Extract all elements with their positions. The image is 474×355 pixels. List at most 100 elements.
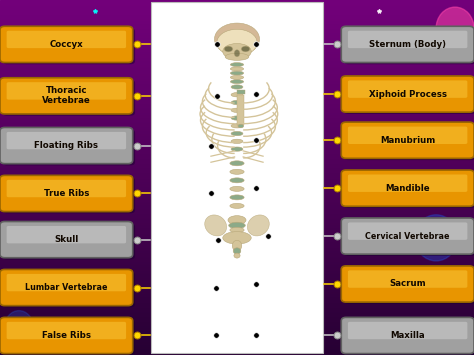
FancyBboxPatch shape bbox=[348, 31, 467, 48]
Bar bbox=[0, 316, 474, 318]
FancyBboxPatch shape bbox=[348, 322, 467, 339]
Ellipse shape bbox=[14, 222, 43, 254]
Bar bbox=[0, 46, 474, 48]
Ellipse shape bbox=[230, 203, 244, 208]
Bar bbox=[0, 186, 474, 188]
Text: Mandible: Mandible bbox=[385, 184, 430, 193]
Bar bbox=[0, 44, 474, 46]
Ellipse shape bbox=[231, 139, 243, 143]
Bar bbox=[0, 339, 474, 341]
Bar bbox=[0, 138, 474, 140]
Ellipse shape bbox=[230, 178, 244, 183]
Bar bbox=[0, 108, 474, 110]
Bar bbox=[0, 305, 474, 307]
Bar bbox=[0, 3, 474, 5]
Bar bbox=[0, 19, 474, 21]
Ellipse shape bbox=[230, 195, 244, 200]
Bar bbox=[0, 211, 474, 213]
Bar bbox=[0, 289, 474, 291]
Bar bbox=[0, 255, 474, 257]
Bar bbox=[0, 117, 474, 119]
Bar bbox=[0, 324, 474, 327]
Bar bbox=[0, 172, 474, 174]
FancyBboxPatch shape bbox=[344, 220, 474, 256]
Bar bbox=[0, 126, 474, 128]
FancyBboxPatch shape bbox=[7, 82, 126, 100]
Ellipse shape bbox=[233, 248, 241, 254]
Ellipse shape bbox=[241, 46, 250, 52]
Bar bbox=[151, 2, 323, 353]
Bar bbox=[0, 32, 474, 34]
FancyBboxPatch shape bbox=[0, 269, 133, 306]
Bar bbox=[0, 266, 474, 268]
FancyBboxPatch shape bbox=[348, 81, 467, 98]
FancyBboxPatch shape bbox=[7, 226, 126, 244]
Bar bbox=[0, 179, 474, 181]
FancyBboxPatch shape bbox=[344, 268, 474, 304]
Bar bbox=[0, 16, 474, 18]
FancyBboxPatch shape bbox=[344, 319, 474, 355]
Bar bbox=[0, 40, 474, 43]
Bar bbox=[0, 310, 474, 312]
Bar bbox=[0, 53, 474, 55]
Ellipse shape bbox=[223, 231, 251, 244]
Bar bbox=[0, 342, 474, 344]
Bar bbox=[0, 248, 474, 250]
Bar bbox=[0, 12, 474, 14]
Bar bbox=[0, 140, 474, 142]
Bar bbox=[0, 275, 474, 277]
Bar bbox=[0, 65, 474, 67]
Bar bbox=[0, 17, 474, 20]
Bar bbox=[0, 55, 474, 57]
FancyBboxPatch shape bbox=[0, 127, 133, 164]
Ellipse shape bbox=[5, 311, 33, 343]
Bar bbox=[0, 307, 474, 309]
Ellipse shape bbox=[224, 46, 233, 52]
Bar bbox=[0, 24, 474, 27]
Bar bbox=[0, 349, 474, 351]
Bar bbox=[0, 106, 474, 108]
Bar bbox=[0, 42, 474, 44]
Bar bbox=[0, 340, 474, 343]
Ellipse shape bbox=[230, 75, 244, 79]
FancyBboxPatch shape bbox=[0, 175, 133, 212]
Bar bbox=[0, 237, 474, 240]
Bar bbox=[0, 163, 474, 165]
Bar bbox=[0, 159, 474, 162]
Bar bbox=[0, 232, 474, 234]
FancyBboxPatch shape bbox=[7, 274, 126, 291]
Bar bbox=[0, 319, 474, 321]
FancyBboxPatch shape bbox=[348, 175, 467, 192]
Bar bbox=[0, 351, 474, 353]
Bar bbox=[0, 269, 474, 272]
Bar bbox=[0, 262, 474, 264]
Bar bbox=[0, 348, 474, 350]
Bar bbox=[0, 30, 474, 32]
Bar bbox=[0, 245, 474, 247]
Bar bbox=[0, 111, 474, 114]
Bar bbox=[0, 165, 474, 167]
Ellipse shape bbox=[230, 186, 244, 191]
Bar bbox=[0, 223, 474, 225]
Bar bbox=[0, 110, 474, 112]
Bar bbox=[0, 115, 474, 117]
Bar bbox=[0, 277, 474, 279]
FancyBboxPatch shape bbox=[341, 26, 474, 62]
Bar bbox=[0, 26, 474, 28]
Ellipse shape bbox=[231, 116, 243, 120]
Text: Cervical Vertebrae: Cervical Vertebrae bbox=[365, 231, 450, 241]
Bar bbox=[0, 83, 474, 85]
Text: Coccyx: Coccyx bbox=[49, 40, 83, 49]
Bar bbox=[0, 323, 474, 325]
Bar bbox=[0, 76, 474, 78]
Bar bbox=[0, 51, 474, 53]
FancyBboxPatch shape bbox=[7, 132, 126, 149]
Bar bbox=[237, 95, 245, 125]
FancyBboxPatch shape bbox=[341, 218, 474, 254]
Ellipse shape bbox=[231, 108, 243, 113]
FancyBboxPatch shape bbox=[2, 129, 135, 165]
Bar bbox=[0, 308, 474, 311]
Ellipse shape bbox=[231, 93, 243, 97]
Bar bbox=[0, 136, 474, 138]
Bar bbox=[0, 131, 474, 133]
